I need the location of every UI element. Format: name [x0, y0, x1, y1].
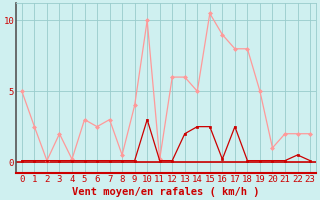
- X-axis label: Vent moyen/en rafales ( km/h ): Vent moyen/en rafales ( km/h ): [72, 187, 260, 197]
